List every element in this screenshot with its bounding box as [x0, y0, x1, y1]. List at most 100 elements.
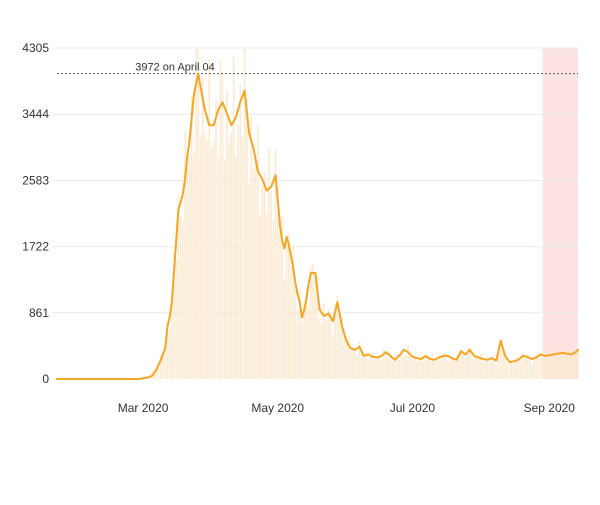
daily-bar	[248, 184, 250, 379]
data-point	[416, 358, 417, 359]
daily-bar	[385, 351, 387, 379]
daily-bar	[473, 354, 475, 379]
daily-bar	[343, 341, 345, 379]
x-tick-label: Mar 2020	[118, 401, 169, 415]
data-point	[363, 355, 364, 356]
daily-bar	[235, 156, 237, 379]
data-point	[266, 190, 267, 191]
daily-bar	[407, 345, 409, 379]
daily-bar	[264, 171, 266, 379]
data-point	[182, 194, 183, 195]
data-point	[447, 355, 448, 356]
daily-bar	[266, 213, 268, 379]
data-point	[180, 202, 181, 203]
data-point	[577, 349, 578, 350]
data-point	[160, 359, 161, 360]
daily-bar	[228, 142, 230, 379]
daily-bar	[438, 356, 440, 379]
daily-bar	[290, 267, 292, 379]
daily-bar	[354, 349, 356, 379]
daily-bar	[224, 160, 226, 379]
data-point	[310, 272, 311, 273]
daily-bar	[513, 363, 515, 379]
data-point	[438, 357, 439, 358]
daily-bar	[186, 165, 188, 379]
data-point	[324, 315, 325, 316]
data-point	[244, 90, 245, 91]
data-point	[209, 125, 210, 126]
daily-bar	[376, 356, 378, 379]
daily-bar	[485, 361, 487, 379]
data-point	[213, 125, 214, 126]
daily-bar	[434, 361, 436, 379]
data-point	[407, 351, 408, 352]
daily-bar	[363, 358, 365, 379]
daily-bar	[255, 157, 257, 379]
data-point	[191, 117, 192, 118]
data-point	[257, 171, 258, 172]
data-point	[288, 244, 289, 245]
daily-bar	[568, 357, 570, 379]
daily-bar	[451, 359, 453, 379]
daily-bar	[482, 363, 484, 379]
daily-bar	[440, 360, 442, 379]
x-tick-label: Sep 2020	[524, 401, 576, 415]
daily-bar	[312, 264, 314, 379]
daily-bar	[553, 352, 555, 379]
data-point	[372, 356, 373, 357]
daily-bar	[507, 364, 509, 379]
data-point	[271, 186, 272, 187]
daily-bar	[462, 350, 464, 379]
daily-bar	[526, 356, 528, 379]
data-point	[282, 240, 283, 241]
daily-bar	[202, 76, 204, 379]
daily-bar	[425, 355, 427, 379]
daily-bar	[518, 361, 520, 379]
daily-bar	[195, 49, 197, 379]
daily-bar	[379, 357, 381, 379]
daily-bar	[295, 291, 297, 379]
daily-bar	[332, 336, 334, 379]
data-point	[522, 355, 523, 356]
data-point	[169, 317, 170, 318]
data-point	[434, 359, 435, 360]
daily-bar	[326, 319, 328, 379]
daily-bar	[310, 267, 312, 379]
data-point	[535, 357, 536, 358]
daily-bar	[476, 358, 478, 379]
data-point	[544, 355, 545, 356]
daily-bar	[217, 158, 219, 379]
data-point	[167, 326, 168, 327]
daily-bar	[301, 322, 303, 379]
data-point	[218, 109, 219, 110]
data-point	[500, 340, 501, 341]
data-point	[452, 358, 453, 359]
data-point	[279, 225, 280, 226]
daily-bar	[392, 362, 394, 379]
data-point	[165, 348, 166, 349]
data-point	[474, 355, 475, 356]
daily-bar	[465, 358, 467, 379]
daily-bar	[531, 364, 533, 379]
daily-bar	[350, 351, 352, 379]
data-point	[176, 240, 177, 241]
data-point	[460, 351, 461, 352]
daily-bar	[182, 221, 184, 379]
daily-bar	[387, 356, 389, 379]
y-tick-label: 861	[29, 306, 49, 320]
daily-bar	[493, 359, 495, 379]
daily-bar	[489, 361, 491, 379]
data-point	[421, 358, 422, 359]
data-point	[368, 354, 369, 355]
data-point	[456, 359, 457, 360]
data-point	[299, 302, 300, 303]
daily-bar	[222, 72, 224, 379]
data-point	[553, 354, 554, 355]
data-point	[429, 358, 430, 359]
daily-bar	[520, 362, 522, 379]
daily-bar	[286, 236, 288, 379]
data-point	[222, 102, 223, 103]
daily-bar	[469, 348, 471, 379]
data-point	[487, 359, 488, 360]
